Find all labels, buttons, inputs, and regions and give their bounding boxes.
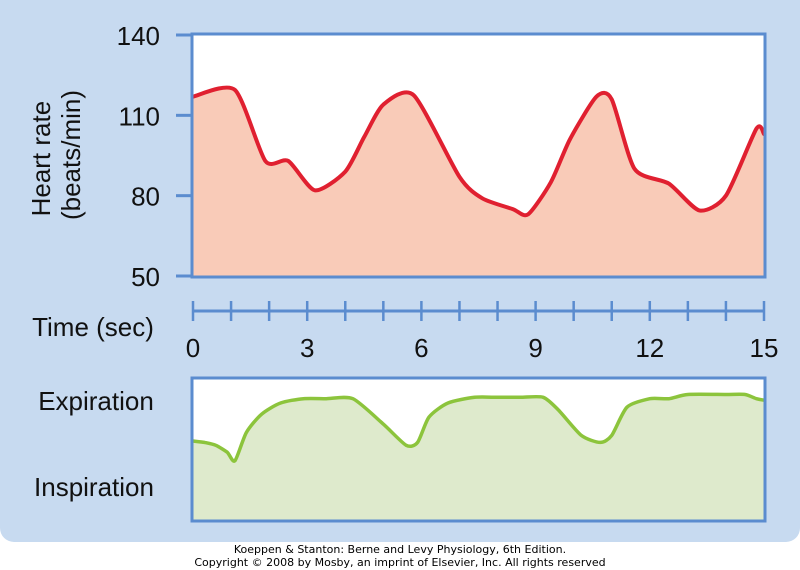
y-label-line-2: (beats/min) xyxy=(56,90,86,220)
heart-rate-line xyxy=(191,85,766,218)
time-axis-label: Time (sec) xyxy=(32,312,154,342)
respiration-line xyxy=(191,392,766,463)
inspiration-label: Inspiration xyxy=(34,472,154,502)
time-tick-label-15: 15 xyxy=(750,333,779,363)
time-tick-label-3: 3 xyxy=(300,333,314,363)
heart-rate-y-axis-label: Heart rate (beats/min) xyxy=(26,90,86,220)
respiration-marks xyxy=(191,392,766,520)
y-tick-label-80: 80 xyxy=(131,182,160,212)
heart-rate-marks xyxy=(191,85,766,276)
credits-line-2: Copyright © 2008 by Mosby, an imprint of… xyxy=(194,556,606,569)
figure-credits: Koeppen & Stanton: Berne and Levy Physio… xyxy=(0,543,800,569)
heart-rate-plot-frame xyxy=(190,32,767,279)
time-tick-label-6: 6 xyxy=(414,333,428,363)
time-tick-label-12: 12 xyxy=(635,333,664,363)
figure-svg: 50 80 110 140 Heart rate (beats/min) 0 3 6 9 12… xyxy=(26,21,779,523)
time-tick-label-0: 0 xyxy=(186,333,200,363)
respiration-area xyxy=(193,394,764,520)
time-tick-label-9: 9 xyxy=(528,333,542,363)
expiration-label: Expiration xyxy=(38,386,154,416)
y-label-line-1: Heart rate xyxy=(26,101,56,217)
time-axis: 0 3 6 9 12 15 xyxy=(186,301,779,363)
respiration-plot-frame xyxy=(190,376,767,523)
y-tick-label-110: 110 xyxy=(119,101,160,131)
y-tick-label-140: 140 xyxy=(117,21,160,51)
heart-rate-y-ticks: 50 80 110 140 xyxy=(117,21,192,292)
credits-line-1: Koeppen & Stanton: Berne and Levy Physio… xyxy=(233,543,567,556)
y-tick-label-50: 50 xyxy=(131,262,160,292)
